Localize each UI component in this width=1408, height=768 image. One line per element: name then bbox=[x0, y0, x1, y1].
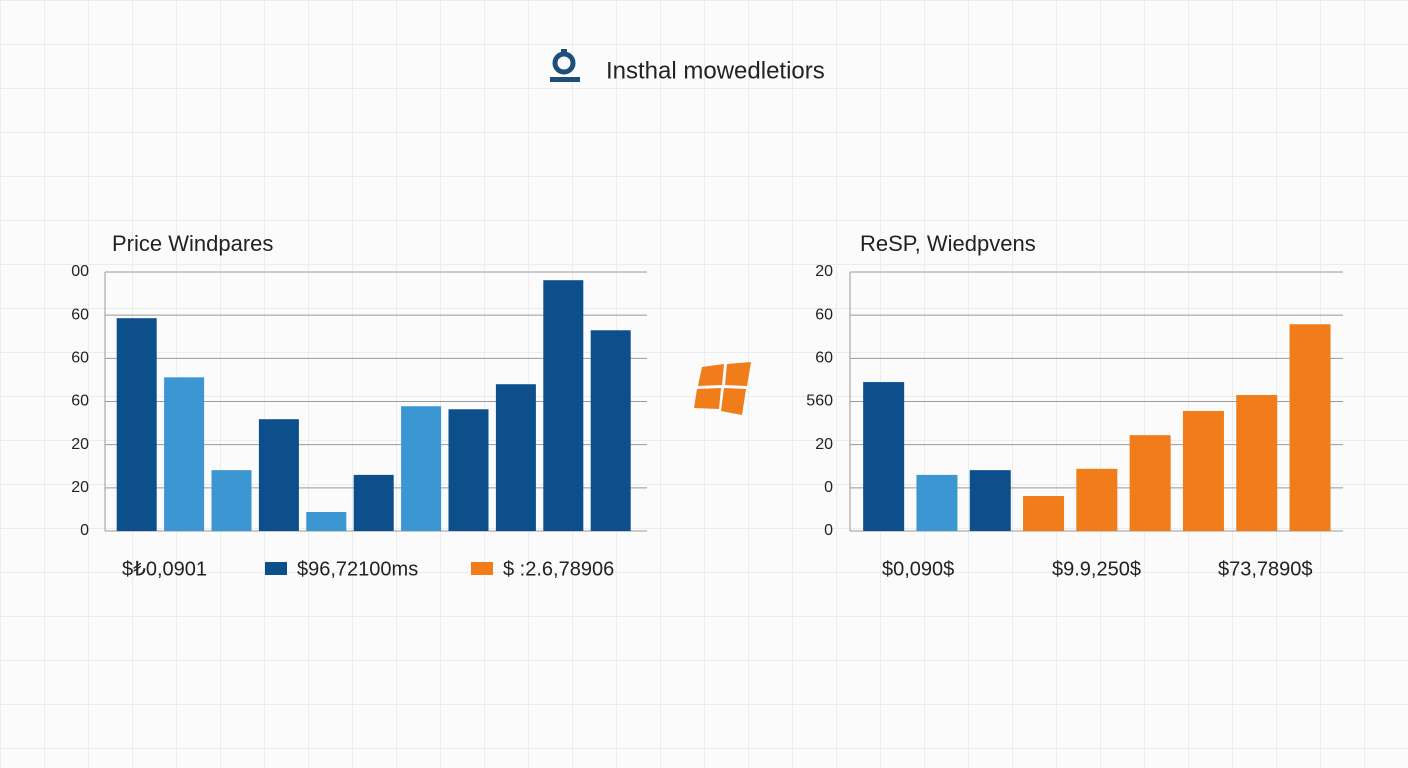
legend-label: $9.9,250$ bbox=[1052, 558, 1141, 580]
y-tick-label: 00 bbox=[71, 263, 89, 280]
bar bbox=[448, 409, 489, 531]
chart-title: ReSP, Wiedpvens bbox=[860, 231, 1036, 256]
page-title: Insthal mowedletiors bbox=[606, 57, 825, 84]
bar bbox=[1236, 395, 1278, 531]
legend-swatch bbox=[471, 562, 493, 575]
bar bbox=[969, 470, 1011, 531]
bar bbox=[1023, 496, 1065, 531]
y-tick-label: 60 bbox=[71, 393, 89, 410]
bar bbox=[353, 474, 394, 531]
bar bbox=[863, 382, 905, 531]
y-tick-label: 20 bbox=[71, 479, 89, 496]
bar bbox=[543, 280, 584, 531]
bar bbox=[1289, 324, 1331, 531]
y-tick-label: 0 bbox=[824, 522, 833, 539]
chart-title: Price Windpares bbox=[112, 231, 273, 256]
center-logo bbox=[694, 362, 751, 415]
y-tick-label: 60 bbox=[71, 306, 89, 323]
bar bbox=[1182, 410, 1224, 531]
bar bbox=[916, 474, 958, 531]
bar bbox=[401, 406, 442, 531]
bar bbox=[495, 384, 536, 531]
bar bbox=[164, 377, 205, 531]
y-tick-label: 20 bbox=[815, 263, 833, 280]
y-tick-label: 560 bbox=[806, 393, 833, 410]
y-tick-label: 20 bbox=[815, 436, 833, 453]
y-tick-label: 60 bbox=[71, 350, 89, 367]
bar bbox=[211, 470, 252, 531]
legend-label: $ :2.6,78906 bbox=[503, 558, 614, 580]
bar bbox=[116, 318, 157, 531]
y-tick-label: 60 bbox=[815, 350, 833, 367]
legend-label: $96,72100ms bbox=[297, 558, 418, 580]
bar bbox=[590, 330, 631, 531]
header-icon bbox=[550, 49, 580, 82]
y-tick-label: 60 bbox=[815, 306, 833, 323]
y-tick-label: 0 bbox=[80, 522, 89, 539]
legend-label: $73,7890$ bbox=[1218, 558, 1313, 580]
bar bbox=[1129, 435, 1171, 531]
legend-swatch bbox=[265, 562, 287, 575]
legend-label: $₺0,0901 bbox=[122, 558, 207, 580]
y-tick-label: 20 bbox=[71, 436, 89, 453]
legend-label: $0,090$ bbox=[882, 558, 954, 580]
bar bbox=[1076, 468, 1118, 531]
y-tick-label: 0 bbox=[824, 479, 833, 496]
bar bbox=[306, 512, 347, 531]
bar bbox=[258, 419, 299, 531]
